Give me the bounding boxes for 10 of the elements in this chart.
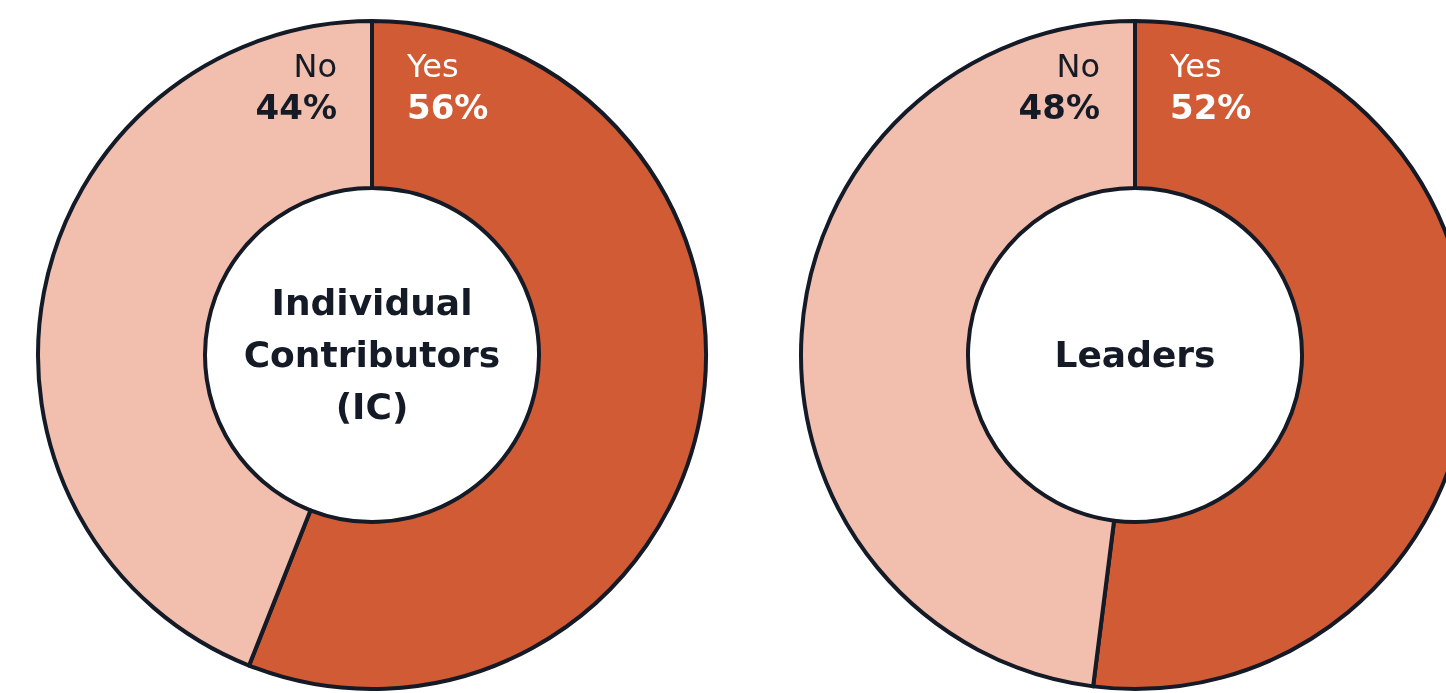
- slice-label: No: [1056, 47, 1100, 86]
- slice-label: No: [293, 47, 337, 86]
- data-label: 48%: [1018, 87, 1100, 128]
- data-label: 52%: [1170, 87, 1252, 128]
- data-label: 56%: [407, 87, 489, 128]
- slice-label: Yes: [406, 47, 459, 86]
- text: Leaders: [1053, 333, 1217, 377]
- text: Individual Contributors (IC): [242, 281, 502, 429]
- slice-label: Yes: [1169, 47, 1222, 86]
- data-label: 44%: [255, 87, 337, 128]
